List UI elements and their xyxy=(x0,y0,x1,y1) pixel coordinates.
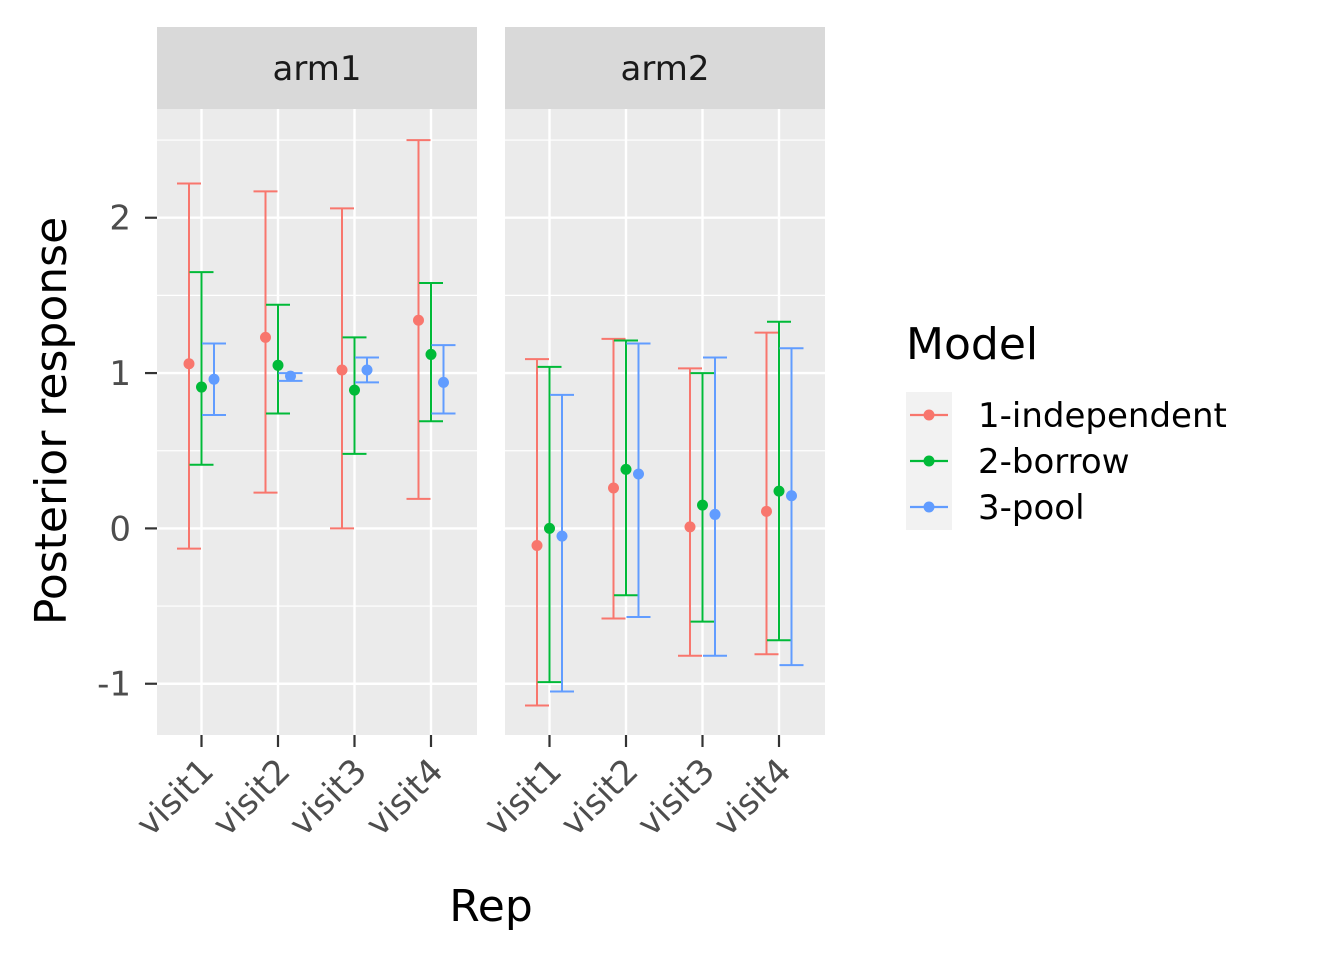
y-tick-label-3: 2 xyxy=(109,199,131,239)
series-arm2-3-pool xyxy=(550,342,804,693)
point-arm1-2-borrow-visit2 xyxy=(272,359,284,371)
point-arm2-1-independent-visit1 xyxy=(531,539,543,551)
plot-background-arm2 xyxy=(505,109,825,735)
point-arm1-1-independent-visit2 xyxy=(260,331,271,343)
point-arm1-3-pool-visit1 xyxy=(208,373,220,385)
point-arm1-3-pool-visit3 xyxy=(361,364,373,376)
point-arm1-1-independent-visit4 xyxy=(413,314,424,326)
point-arm1-1-independent-visit1 xyxy=(183,358,195,370)
x-tick-label-arm1-visit2: visit2 xyxy=(205,751,298,844)
legend: 1-independent 2-borrow 3-pool xyxy=(906,392,1227,530)
series-arm2-1-independent xyxy=(525,331,779,707)
point-arm2-1-independent-visit3 xyxy=(684,521,696,533)
point-arm2-3-pool-visit4 xyxy=(786,490,797,502)
strip-label-arm2: arm2 xyxy=(621,49,710,89)
point-arm2-3-pool-visit3 xyxy=(709,508,721,520)
x-tick-label-arm1-visit3: visit3 xyxy=(282,751,375,844)
strip-arm2 xyxy=(505,27,825,109)
y-axis-title: Posterior response xyxy=(26,217,77,625)
point-arm2-3-pool-visit1 xyxy=(556,530,568,542)
y-tick-label-0: -1 xyxy=(97,665,131,705)
legend-key-point-2 xyxy=(923,455,935,467)
series-arm1-2-borrow xyxy=(189,271,443,466)
x-tick-label-arm1-visit1: visit1 xyxy=(129,751,222,844)
point-arm1-2-borrow-visit4 xyxy=(425,348,437,360)
point-arm2-2-borrow-visit4 xyxy=(773,485,785,497)
x-tick-label-arm2-visit1: visit1 xyxy=(477,751,570,844)
x-tick-label-arm1-visit4: visit4 xyxy=(358,751,451,844)
strip-arm1 xyxy=(157,27,477,109)
point-arm2-1-independent-visit4 xyxy=(761,505,772,517)
point-arm2-2-borrow-visit1 xyxy=(544,522,555,534)
x-tick-label-arm2-visit3: visit3 xyxy=(630,751,723,844)
legend-key-point-3 xyxy=(923,501,935,513)
point-arm2-3-pool-visit2 xyxy=(633,468,644,480)
x-axis-title: Rep xyxy=(449,881,533,932)
legend-title: Model xyxy=(906,319,1038,370)
legend-key-point-1 xyxy=(923,409,935,421)
strip-label-arm1: arm1 xyxy=(273,49,362,89)
legend-label-2: 2-borrow xyxy=(978,442,1130,482)
point-arm2-2-borrow-visit3 xyxy=(697,499,708,511)
series-arm1-3-pool xyxy=(202,342,456,417)
x-tick-label-arm2-visit4: visit4 xyxy=(706,751,799,844)
point-arm2-2-borrow-visit2 xyxy=(620,463,632,475)
point-arm1-1-independent-visit3 xyxy=(336,364,348,376)
y-tick-label-1: 0 xyxy=(109,509,131,549)
y-tick-label-2: 1 xyxy=(109,354,131,394)
legend-label-3: 3-pool xyxy=(978,488,1085,528)
point-arm1-2-borrow-visit3 xyxy=(349,384,360,396)
series-arm1-1-independent xyxy=(177,139,431,550)
point-arm2-1-independent-visit2 xyxy=(608,482,619,494)
point-arm1-3-pool-visit4 xyxy=(438,376,449,388)
x-tick-label-arm2-visit2: visit2 xyxy=(553,751,646,844)
series-arm2-2-borrow xyxy=(537,320,791,684)
point-arm1-3-pool-visit2 xyxy=(285,370,296,382)
legend-label-1: 1-independent xyxy=(978,396,1227,436)
point-arm1-2-borrow-visit1 xyxy=(196,381,207,393)
